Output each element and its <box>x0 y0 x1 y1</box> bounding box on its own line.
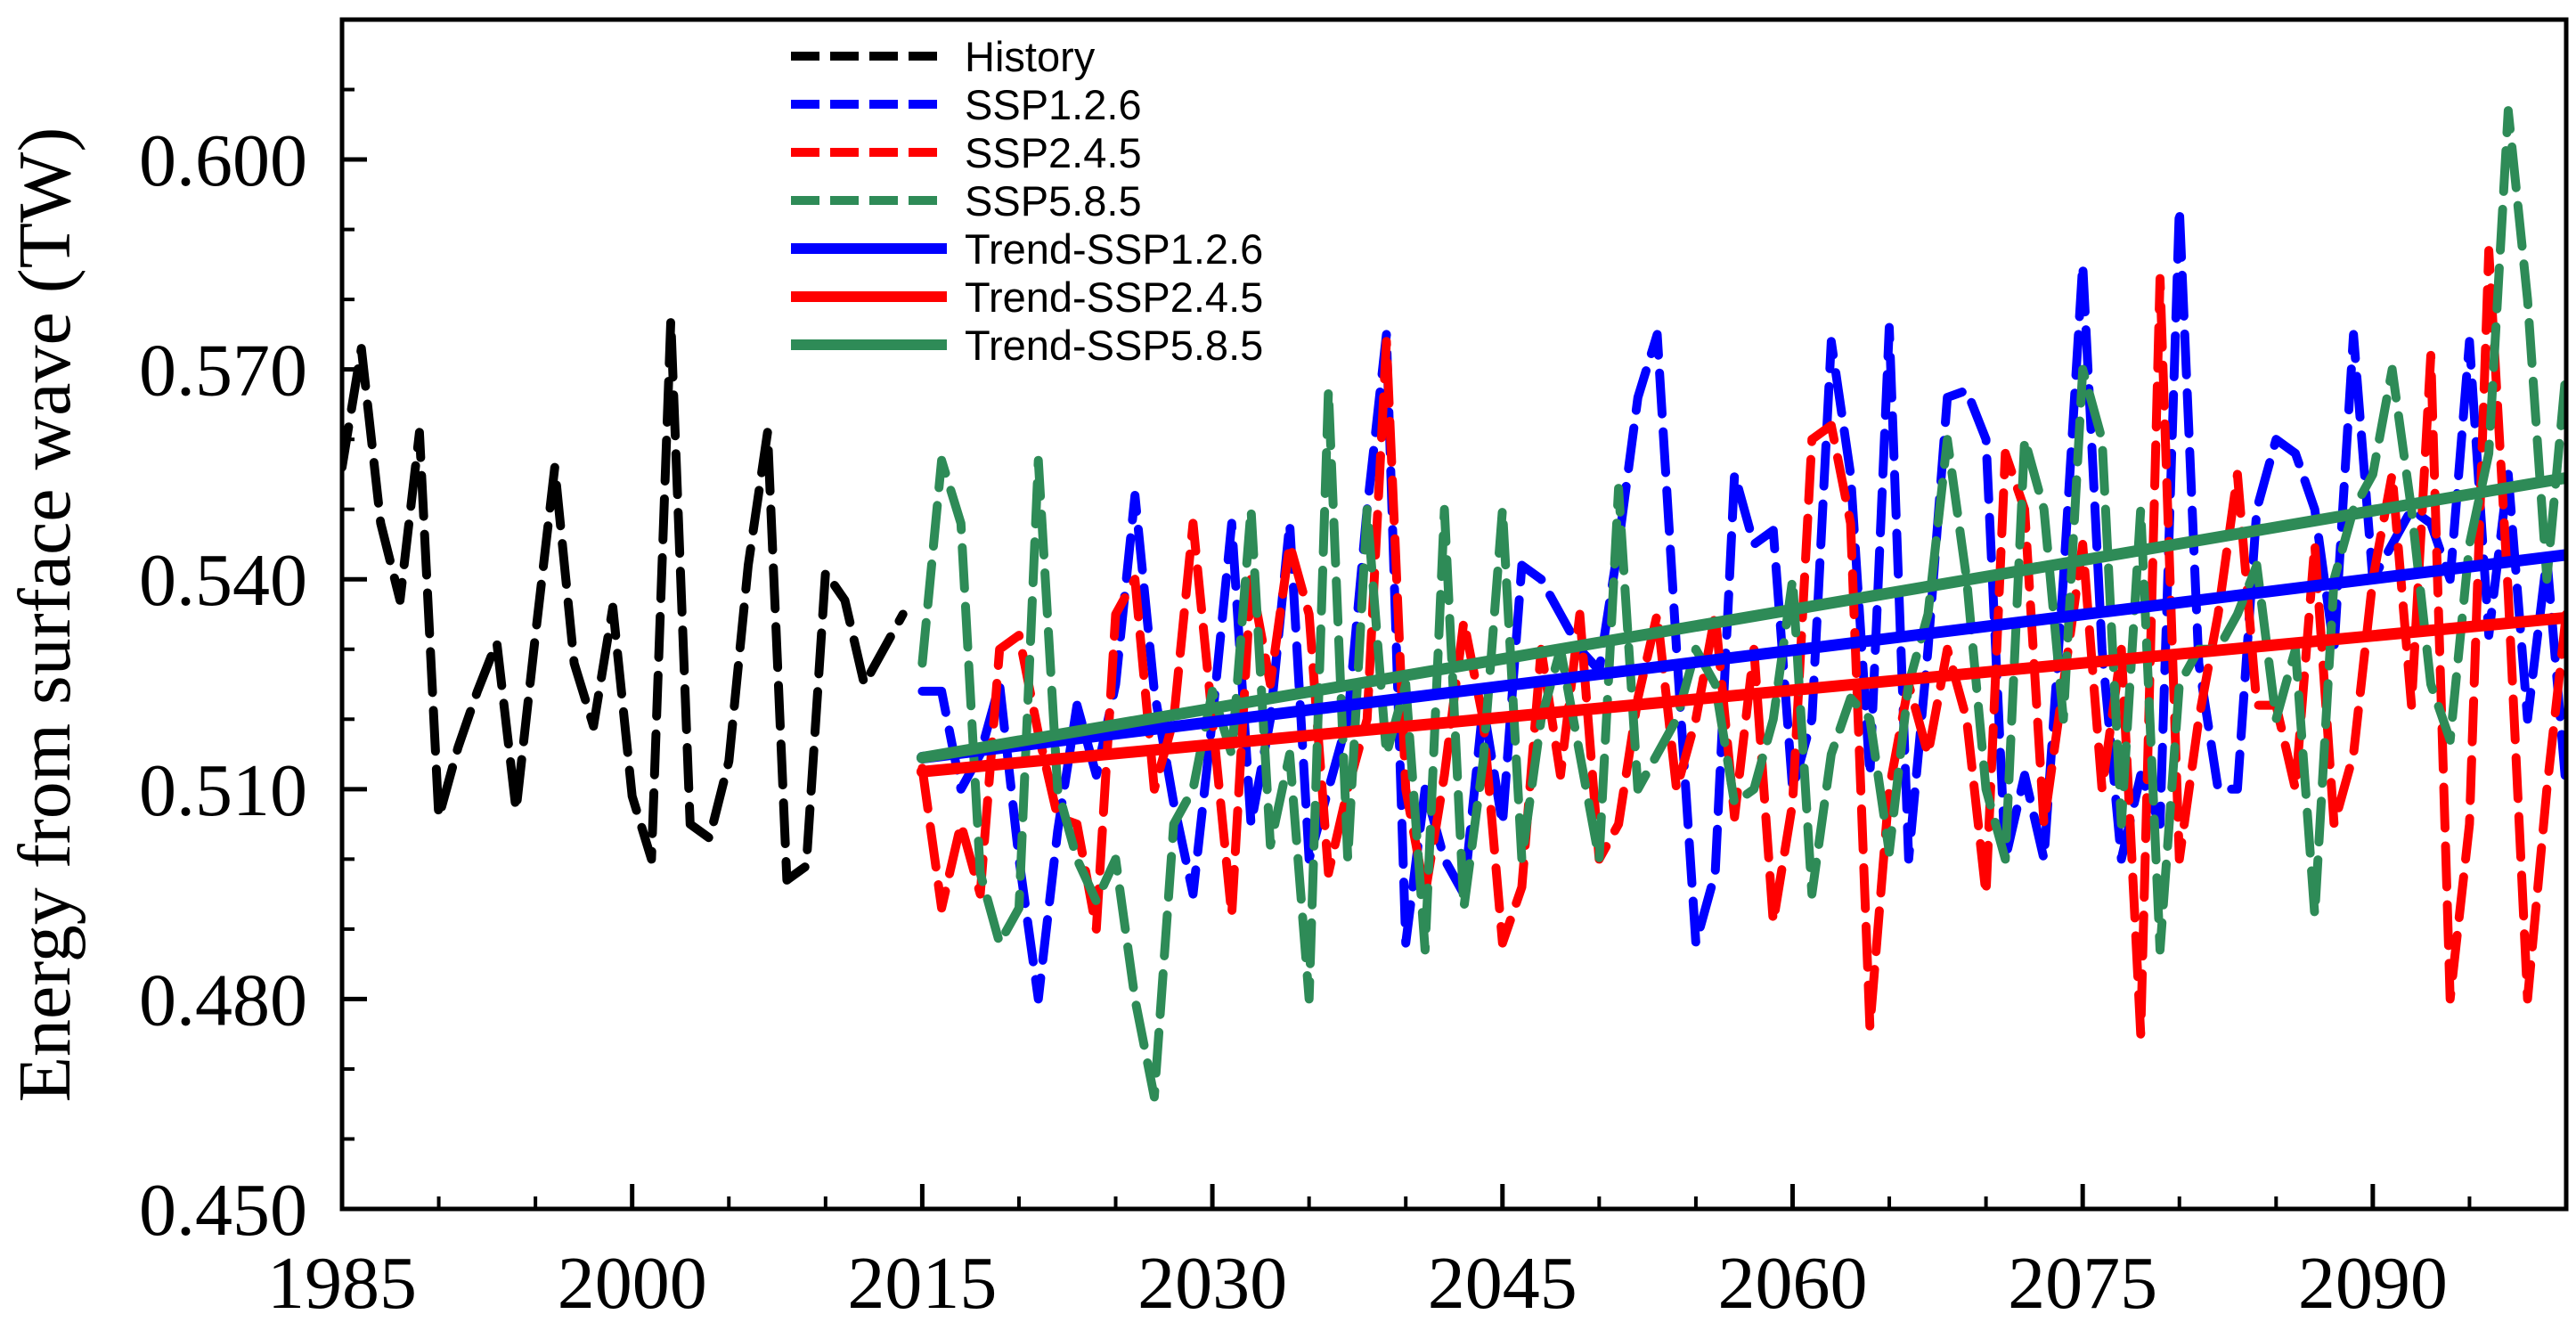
series-layer <box>342 106 2566 1102</box>
series-trend-ssp2-4-5 <box>916 611 2566 778</box>
legend-label: Trend-SSP2.4.5 <box>965 274 1263 321</box>
legend-label: SSP1.2.6 <box>965 81 1142 128</box>
y-tick-label: 0.450 <box>139 1169 307 1252</box>
y-axis: 0.450 0.480 0.510 0.540 0.570 0.600 <box>139 87 367 1252</box>
series-ssp1-2-6 <box>917 204 2566 1004</box>
legend-label: SSP2.4.5 <box>965 129 1142 176</box>
x-tick-label: 1985 <box>267 1242 417 1325</box>
x-axis: 1985 2000 2015 2030 2045 2060 2075 2090 <box>267 1184 2472 1325</box>
legend: HistorySSP1.2.6SSP2.4.5SSP5.8.5Trend-SSP… <box>791 33 1263 369</box>
y-tick-label: 0.600 <box>139 119 307 202</box>
x-tick-label: 2060 <box>1717 1242 1867 1325</box>
legend-label: History <box>965 33 1096 80</box>
plot-frame <box>339 17 2569 1212</box>
trend-layer <box>916 471 2566 778</box>
series-ssp5-8-5 <box>917 106 2566 1102</box>
legend-label: Trend-SSP1.2.6 <box>965 225 1263 273</box>
series-trend-ssp1-2-6 <box>916 549 2566 763</box>
y-tick-label: 0.510 <box>139 749 307 832</box>
series-history <box>342 315 908 885</box>
y-tick-label: 0.570 <box>139 330 307 412</box>
y-axis-label: Energy from surface wave (TW) <box>4 127 86 1103</box>
x-tick-label: 2015 <box>847 1242 997 1325</box>
x-tick-label: 2030 <box>1137 1242 1287 1325</box>
y-tick-label: 0.480 <box>139 959 307 1041</box>
x-tick-label: 2090 <box>2298 1242 2448 1325</box>
y-tick-label: 0.540 <box>139 539 307 622</box>
x-tick-label: 2045 <box>1428 1242 1577 1325</box>
legend-label: SSP5.8.5 <box>965 177 1142 225</box>
legend-label: Trend-SSP5.8.5 <box>965 322 1263 369</box>
x-tick-label: 2000 <box>558 1242 707 1325</box>
series-trend-ssp5-8-5 <box>916 471 2566 763</box>
series-ssp2-4-5 <box>917 246 2566 1039</box>
x-tick-label: 2075 <box>2008 1242 2157 1325</box>
